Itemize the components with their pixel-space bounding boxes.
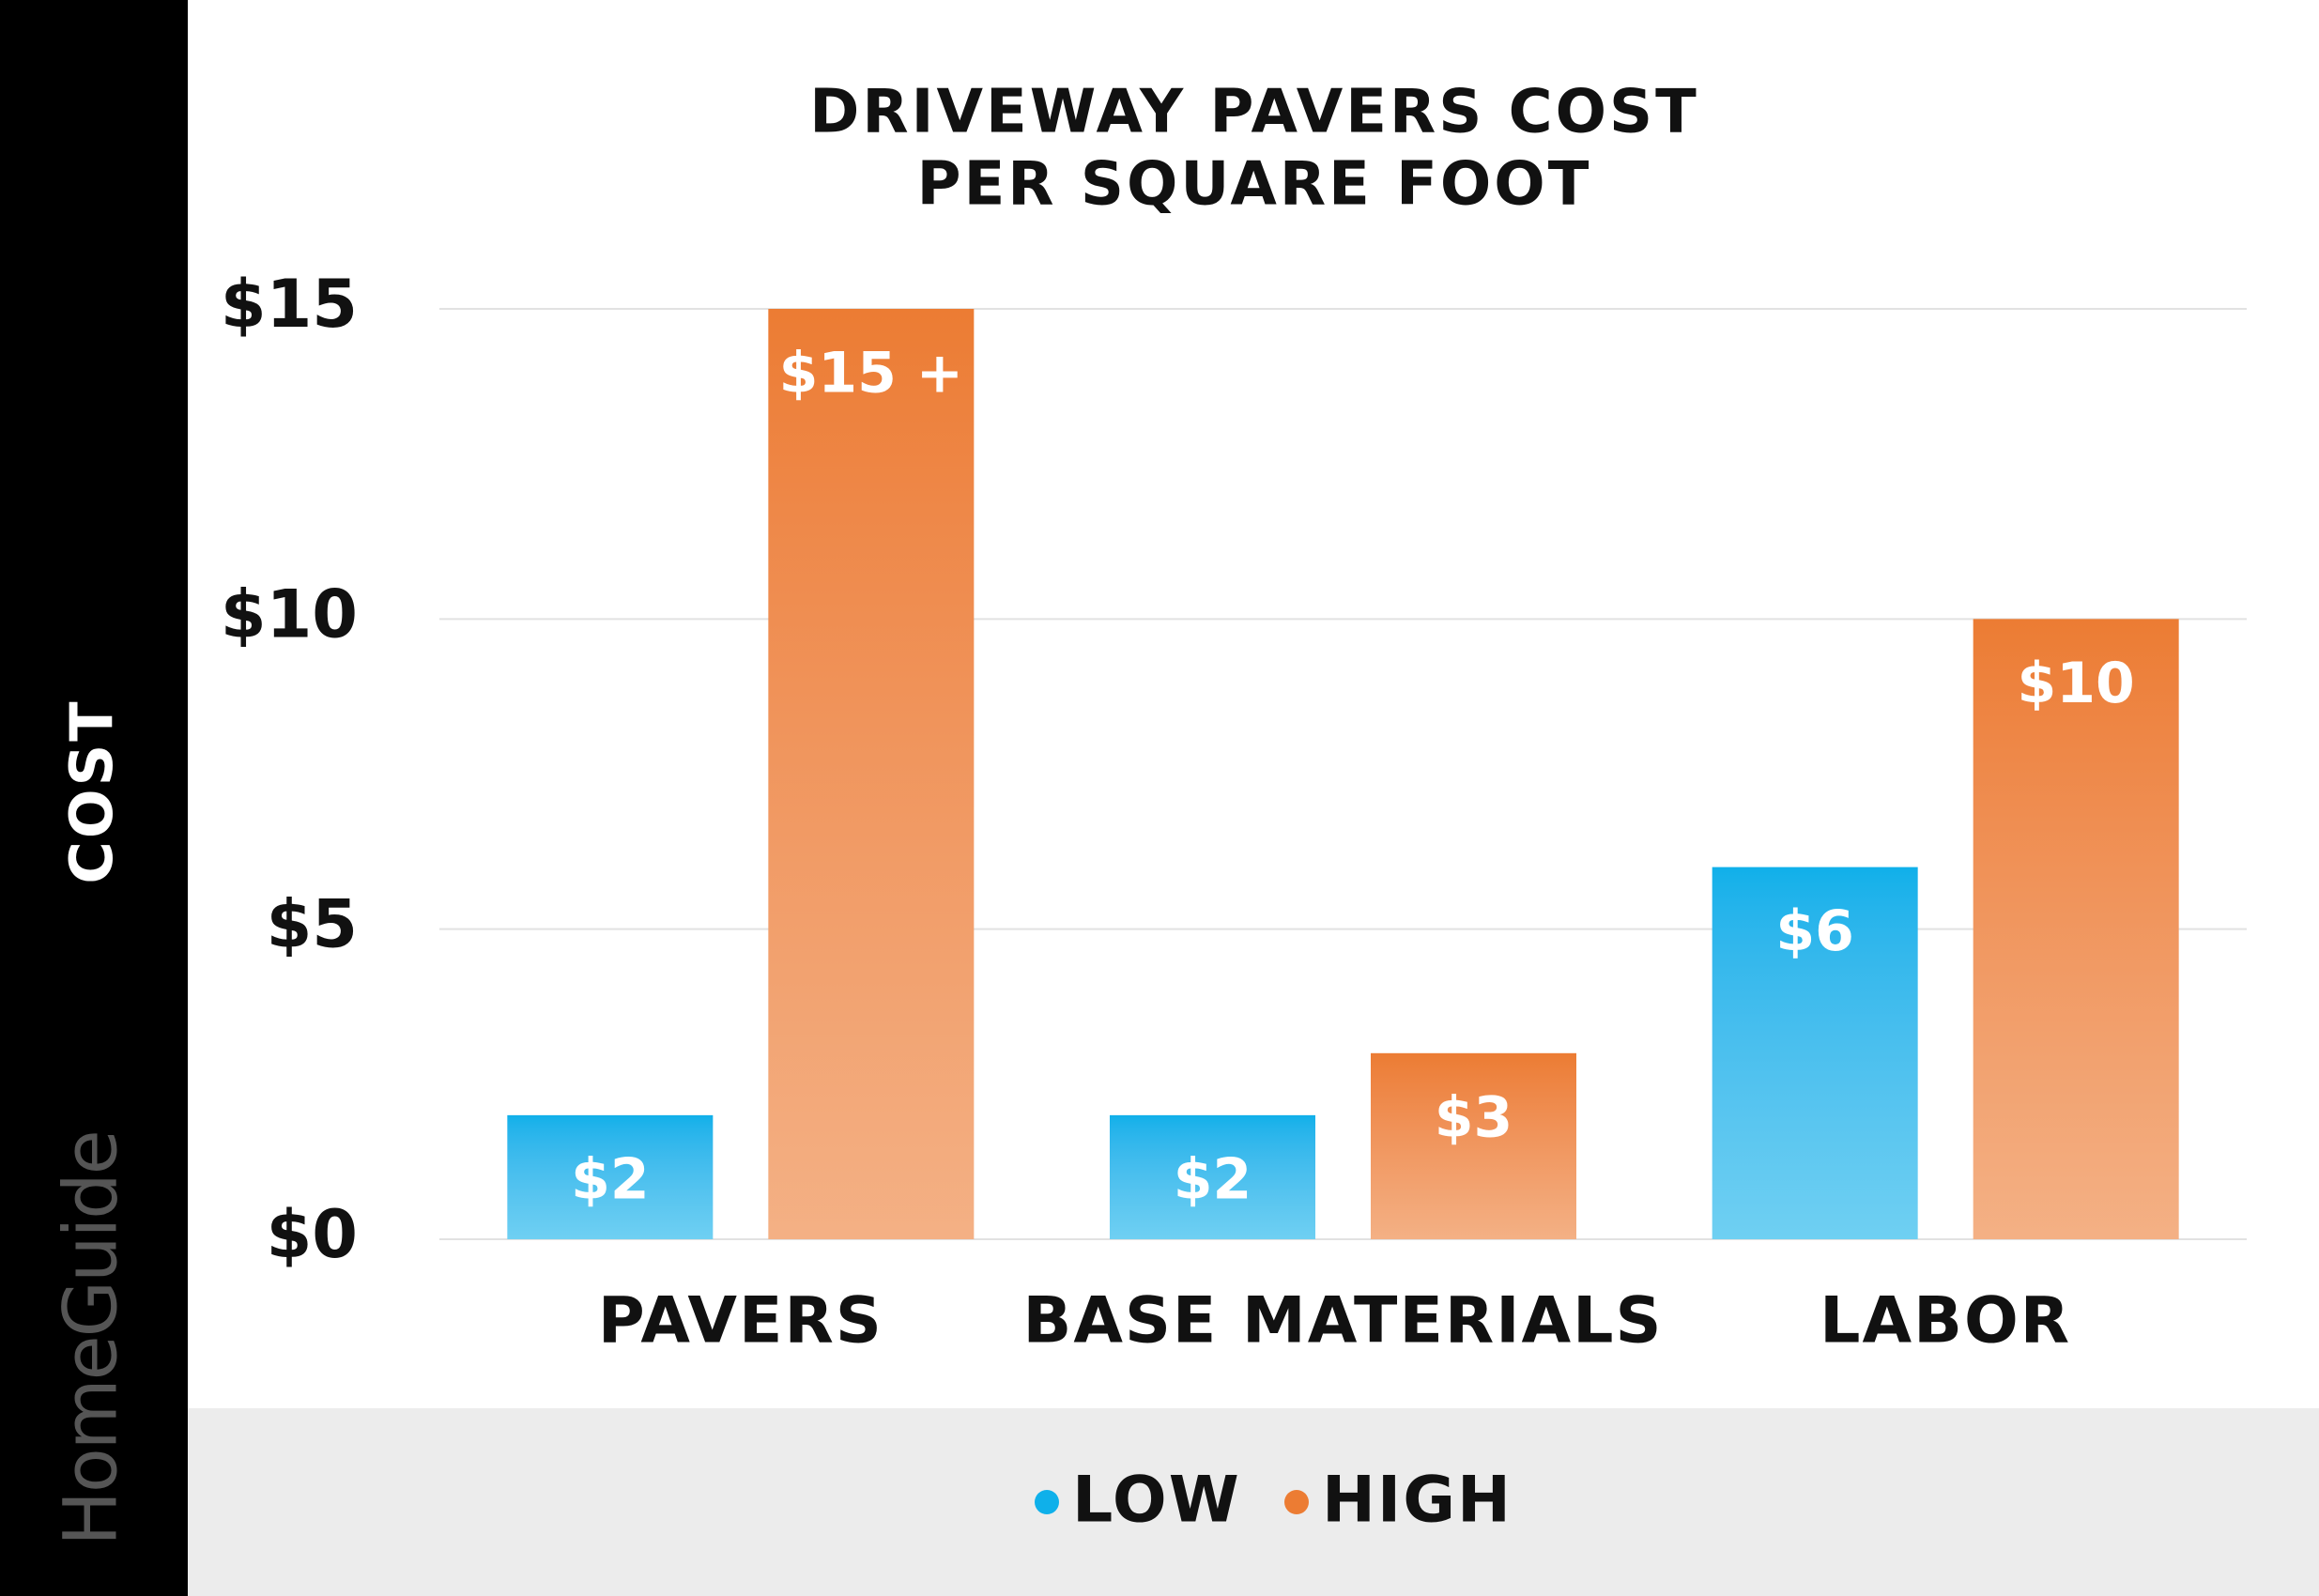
legend-label: HIGH [1322, 1464, 1513, 1538]
bar [507, 1114, 714, 1239]
y-tick-label: $0 [267, 1196, 358, 1273]
legend-band [188, 1408, 2319, 1596]
y-tick-label: $15 [221, 266, 358, 343]
chart-title: PER SQUARE FOOT [917, 150, 1592, 220]
y-tick-label: $10 [221, 575, 358, 652]
x-tick-label: LABOR [1820, 1284, 2071, 1358]
legend-label: LOW [1072, 1464, 1241, 1538]
bar [1371, 1052, 1576, 1239]
x-tick-label: BASE MATERIALS [1022, 1284, 1663, 1358]
value-label: $6 [1775, 898, 1854, 964]
legend-swatch [1035, 1490, 1059, 1514]
bar [768, 309, 975, 1239]
y-tick-label: $5 [267, 886, 358, 963]
bar [1973, 619, 2179, 1239]
value-label: $2 [1174, 1146, 1252, 1212]
legend-swatch [1284, 1490, 1309, 1514]
sidebar [0, 0, 188, 1596]
bar [1110, 1114, 1315, 1239]
x-tick-label: PAVERS [598, 1284, 883, 1358]
value-label: $2 [571, 1146, 650, 1212]
chart-title: DRIVEWAY PAVERS COST [809, 78, 1698, 147]
watermark: HomeGuide [49, 1131, 133, 1545]
value-label: $10 [2018, 651, 2135, 716]
bar [1712, 867, 1918, 1239]
value-label: $15 + [779, 341, 963, 407]
value-label: $3 [1435, 1084, 1513, 1150]
y-axis-label: COST [57, 698, 126, 883]
